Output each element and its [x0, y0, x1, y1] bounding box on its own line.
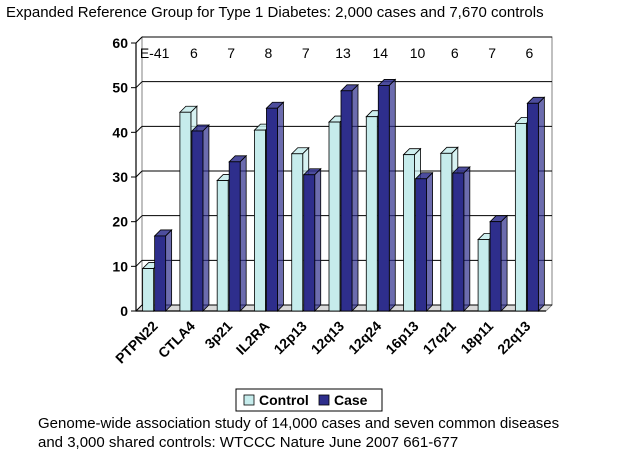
bar-annotation: 10: [410, 45, 426, 61]
bar-annotation: 14: [372, 45, 388, 61]
legend-label-control: Control: [259, 392, 309, 408]
bar-case: [451, 166, 471, 312]
gridline-depth: [135, 125, 143, 133]
gridline-depth: [135, 215, 143, 223]
y-tick-label: 30: [112, 169, 128, 185]
chart-caption: Genome-wide association study of 14,000 …: [38, 414, 559, 452]
y-tick-label: 10: [112, 258, 128, 274]
gridline-depth: [135, 36, 143, 44]
x-tick-label: 12q13: [308, 318, 348, 358]
y-tick-label: 0: [120, 303, 128, 319]
bar-case: [489, 214, 509, 312]
x-tick-label: 12p13: [270, 318, 310, 358]
bar-case: [190, 124, 210, 312]
legend-swatch-control: [243, 394, 255, 406]
bar-case: [228, 154, 248, 312]
x-tick-label: 18p11: [457, 318, 496, 357]
bar-annotation: 6: [451, 45, 459, 61]
gridline-depth: [135, 304, 143, 312]
y-tick-label: 40: [112, 124, 128, 140]
x-tick-label: 16p13: [382, 318, 422, 358]
bar-case: [414, 171, 434, 312]
bar-case: [526, 96, 546, 312]
bar-case: [265, 101, 285, 312]
x-tick-label: 12q24: [345, 318, 385, 358]
x-tick-label: IL2RA: [233, 318, 273, 358]
bar-case: [377, 78, 397, 312]
bar-annotation: 7: [227, 45, 235, 61]
bar-annotation: 6: [525, 45, 533, 61]
legend-box: [235, 388, 383, 412]
y-tick-label: 50: [112, 80, 128, 96]
bar-annotation: 13: [335, 45, 351, 61]
x-tick-label: 3p21: [201, 318, 235, 352]
gridline-depth: [135, 81, 143, 89]
x-tick-label: 17q21: [420, 318, 460, 358]
bar-annotation: 7: [488, 45, 496, 61]
caption-line-1: Genome-wide association study of 14,000 …: [38, 415, 560, 432]
y-tick-label: 20: [112, 214, 128, 230]
x-tick-label: CTLA4: [155, 318, 198, 361]
bar-case: [302, 167, 322, 312]
bar-annotation: 6: [190, 45, 198, 61]
bar-annotation: 8: [265, 45, 273, 61]
gridline-depth: [135, 259, 143, 267]
bar-case: [153, 228, 173, 312]
chart-title: Expanded Reference Group for Type 1 Diab…: [6, 4, 544, 21]
bar-annotation: 7: [302, 45, 310, 61]
bar-case: [340, 83, 359, 312]
gridline-depth: [135, 170, 143, 178]
legend-swatch-case: [318, 394, 330, 406]
legend-label-case: Case: [334, 392, 368, 408]
caption-line-2: and 3,000 shared controls: WTCCC Nature …: [38, 434, 459, 451]
bar-annotation: E-41: [140, 45, 170, 61]
x-tick-label: 22q13: [494, 318, 534, 358]
x-tick-label: PTPN22: [112, 318, 161, 367]
y-tick-label: 60: [112, 35, 128, 51]
